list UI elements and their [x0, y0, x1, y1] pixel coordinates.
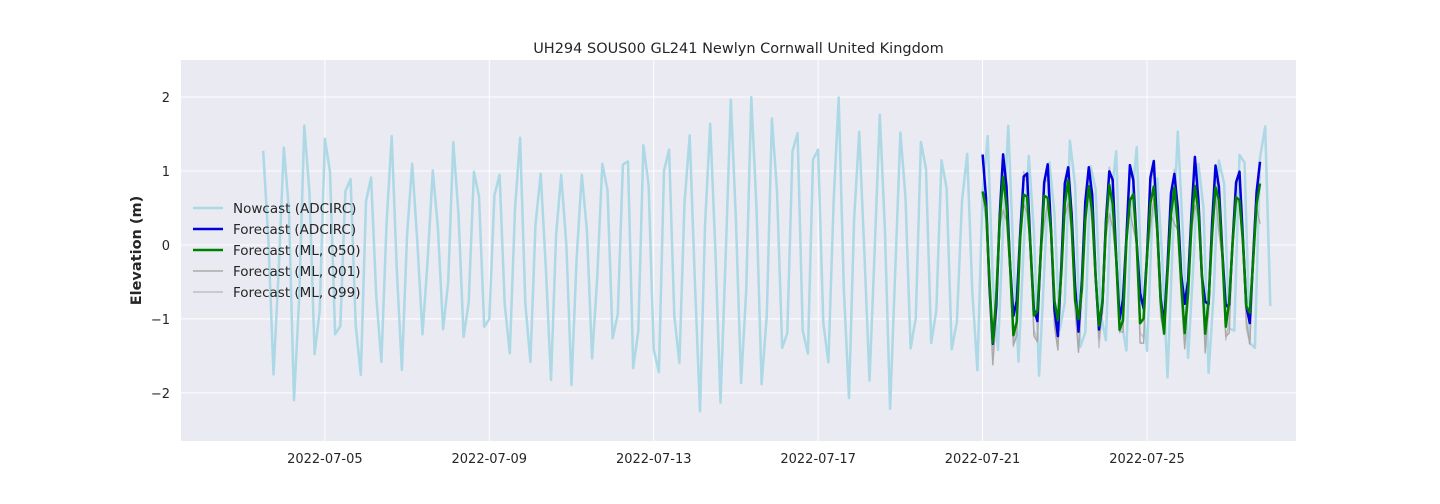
legend: Nowcast (ADCIRC) Forecast (ADCIRC) Forecas… [193, 201, 361, 301]
chart-title: UH294 SOUS00 GL241 Newlyn Cornwall Unite… [533, 41, 944, 57]
y-axis: 2 1 0 −1 −2 [151, 91, 170, 402]
legend-label: Forecast (ML, Q01) [233, 264, 361, 280]
x-tick-label: 2022-07-21 [945, 452, 1021, 467]
series-line-0 [261, 96, 1272, 413]
legend-label: Forecast (ADCIRC) [233, 222, 356, 238]
series-layer [261, 96, 1272, 413]
y-tick-label: −2 [151, 387, 170, 402]
legend-label: Nowcast (ADCIRC) [233, 201, 356, 217]
y-tick-label: −1 [151, 313, 170, 328]
series-line-2 [981, 175, 1262, 344]
x-tick-label: 2022-07-17 [780, 452, 856, 467]
y-axis-label: Elevation (m) [129, 196, 145, 306]
y-tick-label: 1 [162, 165, 170, 180]
x-tick-label: 2022-07-09 [452, 452, 528, 467]
x-axis: 2022-07-05 2022-07-09 2022-07-13 2022-07-17… [287, 452, 1185, 467]
x-tick-label: 2022-07-13 [616, 452, 692, 467]
legend-label: Forecast (ML, Q99) [233, 285, 361, 301]
legend-label: Forecast (ML, Q50) [233, 243, 361, 259]
y-tick-label: 0 [162, 239, 170, 254]
x-tick-label: 2022-07-05 [287, 452, 363, 467]
y-tick-label: 2 [162, 91, 170, 106]
x-tick-label: 2022-07-25 [1109, 452, 1185, 467]
